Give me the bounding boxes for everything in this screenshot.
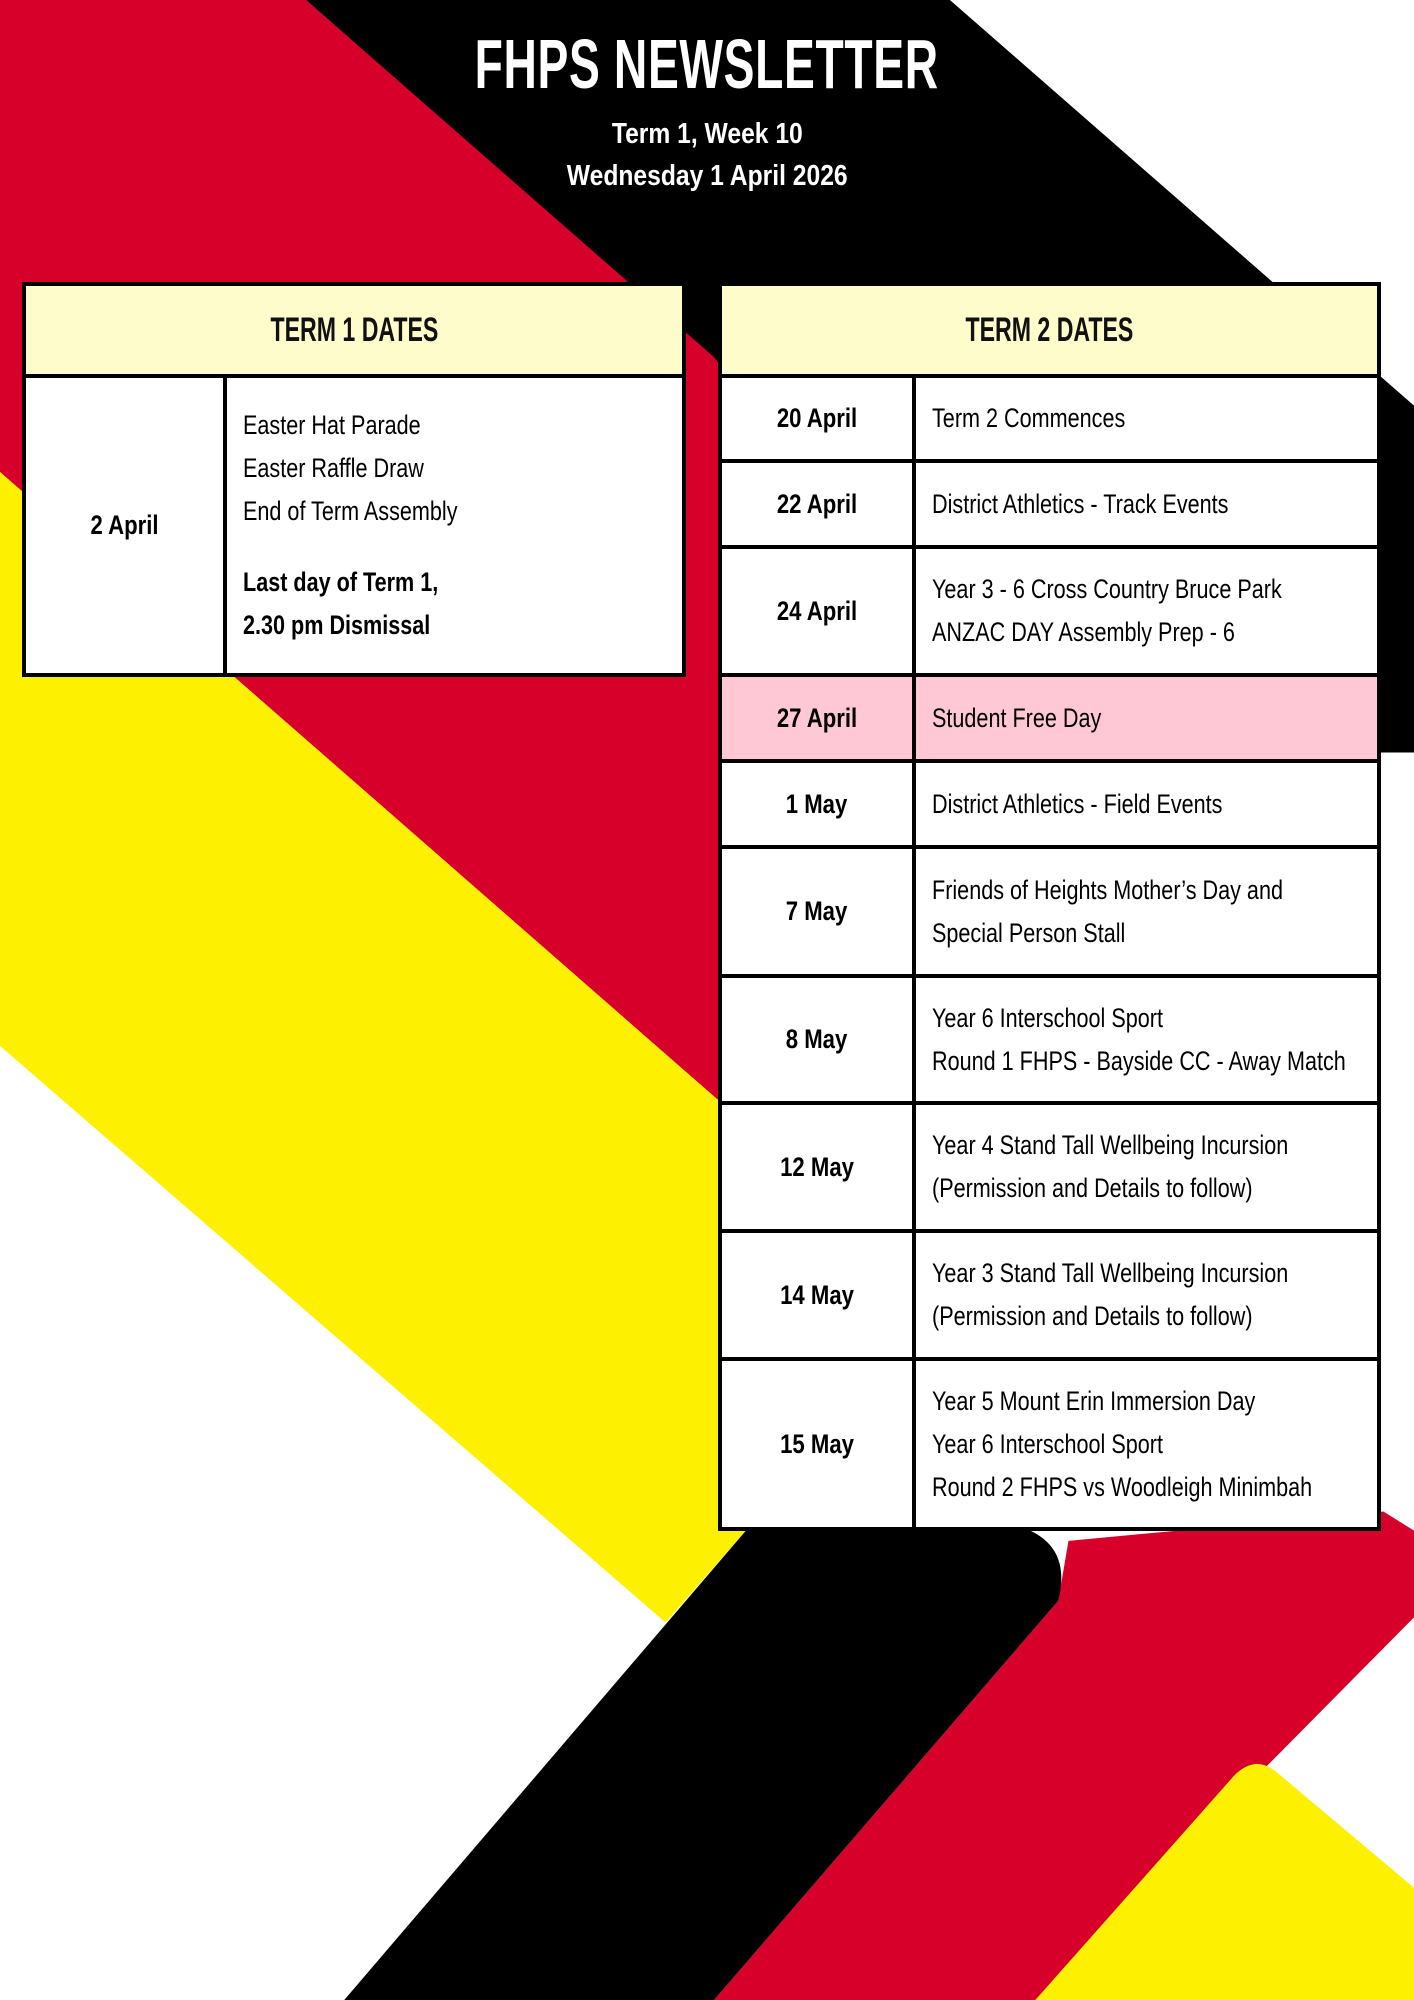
- event-item: Year 6 Interschool Sport: [932, 1002, 1163, 1033]
- table-row: 22 April District Athletics - Track Event…: [718, 459, 1381, 549]
- event-item: District Athletics - Track Events: [932, 488, 1229, 519]
- event-date: 20 April: [718, 374, 916, 463]
- newsletter-title: FHPS NEWSLETTER: [474, 25, 940, 103]
- yellow-band: [0, 471, 893, 1623]
- table-row: 27 April Student Free Day: [718, 673, 1381, 763]
- yellow-corner: [1035, 1763, 1414, 2000]
- table-row: 2 April Easter Hat Parade Easter Raffle …: [22, 374, 686, 677]
- term1-dates-table: TERM 1 DATES 2 April Easter Hat Parade E…: [22, 282, 686, 677]
- event-details: Friends of Heights Mother’s Day and Speci…: [912, 845, 1381, 978]
- event-item: Year 4 Stand Tall Wellbeing Incursion: [932, 1130, 1289, 1160]
- term2-dates-table: TERM 2 DATES 20 April Term 2 Commences 22 …: [718, 282, 1381, 1531]
- event-date: 1 May: [718, 759, 916, 849]
- event-details: District Athletics - Field Events: [912, 759, 1381, 849]
- dismissal-note: 2.30 pm Dismissal: [243, 610, 431, 640]
- event-item: Student Free Day: [932, 702, 1102, 733]
- event-item: Year 5 Mount Erin Immersion Day: [932, 1385, 1256, 1416]
- event-item: (Permission and Details to follow): [932, 1173, 1253, 1203]
- event-date: 7 May: [718, 845, 916, 978]
- event-date: 27 April: [718, 673, 916, 763]
- event-details: Year 4 Stand Tall Wellbeing Incursion (Pe…: [912, 1101, 1381, 1233]
- event-date: 12 May: [718, 1101, 916, 1233]
- event-date: 24 April: [718, 545, 916, 677]
- event-details: Easter Hat Parade Easter Raffle Draw End…: [223, 374, 686, 677]
- event-date: 2 April: [22, 374, 227, 677]
- event-date: 14 May: [718, 1229, 916, 1361]
- black-band-bottom: [344, 1530, 1062, 2000]
- table-row: 20 April Term 2 Commences: [718, 374, 1381, 463]
- event-details: Year 5 Mount Erin Immersion Day Year 6 In…: [912, 1357, 1381, 1531]
- event-item: Round 1 FHPS - Bayside CC - Away Match: [932, 1045, 1346, 1076]
- event-item: ANZAC DAY Assembly Prep - 6: [932, 617, 1235, 647]
- table-row: 12 May Year 4 Stand Tall Wellbeing Incurs…: [718, 1101, 1381, 1233]
- table-row: 24 April Year 3 - 6 Cross Country Bruce P…: [718, 545, 1381, 677]
- event-item: Friends of Heights Mother’s Day and: [932, 874, 1283, 905]
- table-row: 15 May Year 5 Mount Erin Immersion Day Yea…: [718, 1357, 1381, 1531]
- red-band-bottom: [714, 1511, 1414, 2000]
- event-details: Year 6 Interschool Sport Round 1 FHPS - B…: [912, 974, 1381, 1105]
- event-item: Special Person Stall: [932, 917, 1126, 948]
- event-item: Year 3 - 6 Cross Country Bruce Park: [932, 574, 1282, 604]
- event-details: Term 2 Commences: [912, 374, 1381, 463]
- term-end-note: Last day of Term 1,: [243, 567, 439, 597]
- event-item: (Permission and Details to follow): [932, 1301, 1253, 1331]
- event-item: Term 2 Commences: [932, 403, 1126, 433]
- table-row: 1 May District Athletics - Field Events: [718, 759, 1381, 849]
- event-date: 15 May: [718, 1357, 916, 1531]
- event-details: District Athletics - Track Events: [912, 459, 1381, 549]
- table-row: 14 May Year 3 Stand Tall Wellbeing Incurs…: [718, 1229, 1381, 1361]
- event-item: Year 6 Interschool Sport: [932, 1428, 1163, 1459]
- event-item: District Athletics - Field Events: [932, 788, 1223, 819]
- table-row: 7 May Friends of Heights Mother’s Day and…: [718, 845, 1381, 978]
- issue-date: Wednesday 1 April 2026: [566, 160, 848, 192]
- event-item: Year 3 Stand Tall Wellbeing Incursion: [932, 1258, 1289, 1288]
- event-item: Round 2 FHPS vs Woodleigh Minimbah: [932, 1471, 1313, 1502]
- event-date: 8 May: [718, 974, 916, 1105]
- table-row: 8 May Year 6 Interschool Sport Round 1 FHP…: [718, 974, 1381, 1105]
- event-details: Year 3 - 6 Cross Country Bruce Park ANZAC…: [912, 545, 1381, 677]
- term2-header: TERM 2 DATES: [718, 282, 1381, 378]
- event-date: 22 April: [718, 459, 916, 549]
- term1-header: TERM 1 DATES: [22, 282, 686, 378]
- event-details: Year 3 Stand Tall Wellbeing Incursion (Pe…: [912, 1229, 1381, 1361]
- term-week: Term 1, Week 10: [611, 118, 803, 150]
- event-details: Student Free Day: [912, 673, 1381, 763]
